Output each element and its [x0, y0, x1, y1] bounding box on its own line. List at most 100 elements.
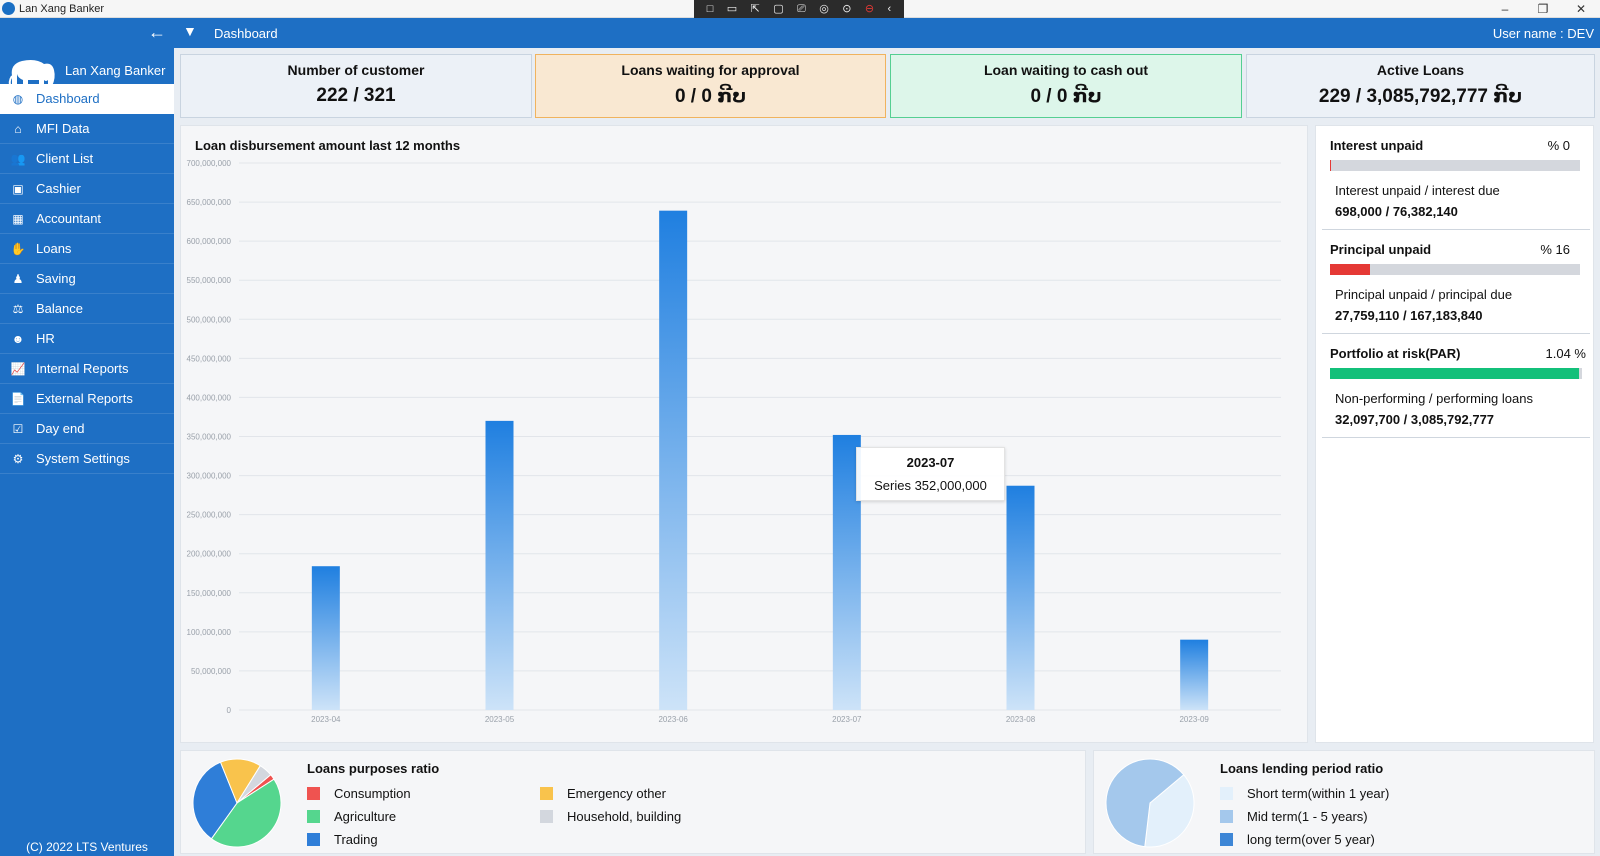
- legend-mid-term: Mid term(1 - 5 years): [1220, 809, 1368, 824]
- sidebar-item-mfi-data[interactable]: ⌂ MFI Data: [0, 114, 174, 144]
- menu-icon: ♟: [12, 271, 24, 286]
- sidebar-item-loans[interactable]: ✋ Loans: [0, 234, 174, 264]
- sidebar-item-hr[interactable]: ☻ HR: [0, 324, 174, 354]
- card-title: Number of customer: [287, 62, 425, 78]
- back-arrow-icon[interactable]: ←: [148, 22, 166, 42]
- kpi-percent: % 16: [1540, 242, 1570, 257]
- legend-label: Agriculture: [334, 809, 397, 824]
- pie-slice-trading[interactable]: [192, 761, 238, 840]
- menu-icon: ▦: [12, 211, 24, 226]
- remote-tool-icon[interactable]: ▭: [726, 3, 738, 15]
- copyright-footer: (C) 2022 LTS Ventures: [26, 840, 148, 854]
- kpi-principal-unpaid: Principal unpaid % 16 Principal unpaid /…: [1322, 230, 1590, 334]
- remote-collapse-icon[interactable]: ‹: [887, 3, 892, 15]
- kpi-subtitle: Interest unpaid / interest due: [1335, 183, 1500, 198]
- legend-label: Household, building: [567, 809, 682, 824]
- sidebar-item-saving[interactable]: ♟ Saving: [0, 264, 174, 294]
- card-value: 0 / 0 ກີບ: [674, 86, 747, 107]
- y-tick-label: 350,000,000: [187, 433, 232, 442]
- remote-tool-icon[interactable]: ⊙: [842, 3, 852, 15]
- y-tick-label: 0: [227, 706, 232, 715]
- purposes-title: Loans purposes ratio: [307, 761, 440, 776]
- sidebar-item-system-settings[interactable]: ⚙ System Settings: [0, 444, 174, 474]
- period-pie-chart: [1105, 758, 1195, 848]
- card-value: 0 / 0 ກີບ: [1030, 86, 1102, 107]
- menu-icon: ✋: [10, 241, 26, 256]
- remote-tool-icon[interactable]: □: [706, 3, 714, 15]
- chart-title: Loan disbursement amount last 12 months: [195, 138, 461, 153]
- sidebar-item-label: MFI Data: [36, 121, 90, 136]
- y-tick-label: 450,000,000: [187, 354, 232, 363]
- menu-icon: ⚖: [12, 301, 24, 316]
- purposes-pie-chart: [192, 758, 282, 848]
- window-controls: – ❐ ✕: [1486, 0, 1600, 18]
- remote-tool-icon[interactable]: ⎚: [797, 3, 806, 15]
- sidebar-item-label: HR: [36, 331, 55, 346]
- restore-button[interactable]: ❐: [1537, 2, 1549, 16]
- bar-2023-05[interactable]: [485, 420, 514, 710]
- kpi-progress-bar: [1330, 264, 1580, 275]
- remote-tool-icon[interactable]: ▢: [773, 3, 784, 15]
- legend-trading: Trading: [307, 832, 378, 847]
- pie-slice-agriculture[interactable]: [210, 778, 282, 848]
- sidebar-item-label: Accountant: [36, 211, 102, 226]
- pie-slice-short-term-within-1-year-[interactable]: [1144, 774, 1195, 848]
- sidebar-item-label: System Settings: [36, 451, 130, 466]
- brand-name: Lan Xang Banker: [65, 63, 166, 78]
- sidebar-item-external-reports[interactable]: 📄 External Reports: [0, 384, 174, 414]
- sidebar-item-client-list[interactable]: 👥 Client List: [0, 144, 174, 174]
- card-title: Loan waiting to cash out: [983, 62, 1149, 78]
- sidebar-item-label: Dashboard: [36, 91, 100, 106]
- y-tick-label: 700,000,000: [187, 159, 232, 168]
- bar-2023-09[interactable]: [1180, 639, 1209, 710]
- legend-swatch: [307, 833, 320, 846]
- y-tick-label: 100,000,000: [187, 628, 232, 637]
- remote-tool-icon[interactable]: ⇱: [750, 3, 760, 15]
- minimize-button[interactable]: –: [1501, 2, 1509, 16]
- kpi-progress-fill: [1330, 264, 1370, 275]
- sidebar-item-cashier[interactable]: ▣ Cashier: [0, 174, 174, 204]
- close-button[interactable]: ✕: [1575, 2, 1587, 16]
- sidebar-item-internal-reports[interactable]: 📈 Internal Reports: [0, 354, 174, 384]
- kpi-value: 27,759,110 / 167,183,840: [1335, 308, 1483, 323]
- period-pie-panel: Loans lending period ratio Short term(wi…: [1093, 750, 1595, 854]
- bar-2023-04[interactable]: [311, 566, 340, 710]
- menu-icon: 📈: [10, 361, 26, 376]
- sidebar-item-label: External Reports: [36, 391, 133, 406]
- app-icon: [2, 2, 15, 15]
- menu-icon: ◍: [12, 91, 24, 106]
- kpi-value: 698,000 / 76,382,140: [1335, 204, 1458, 219]
- bar-2023-08[interactable]: [1006, 485, 1035, 710]
- y-tick-label: 400,000,000: [187, 393, 232, 402]
- card-title: Active Loans: [1376, 62, 1465, 78]
- window-title: Lan Xang Banker: [19, 3, 105, 15]
- sidebar-item-dashboard[interactable]: ◍ Dashboard: [0, 84, 174, 114]
- pie-slice-mid-term-1-5-years-[interactable]: [1105, 758, 1185, 848]
- legend-label: Mid term(1 - 5 years): [1247, 809, 1368, 824]
- pie-slice-household-building[interactable]: [236, 764, 272, 804]
- bar-2023-06[interactable]: [659, 210, 688, 710]
- legend-consumption: Consumption: [307, 786, 411, 801]
- card-customers: Number of customer 222 / 321: [180, 54, 532, 118]
- kpi-progress-bar: [1330, 368, 1582, 379]
- y-tick-label: 650,000,000: [187, 198, 232, 207]
- filter-icon[interactable]: ▼: [183, 23, 197, 39]
- sidebar-item-accountant[interactable]: ▦ Accountant: [0, 204, 174, 234]
- kpi-panel: Interest unpaid % 0 Interest unpaid / in…: [1315, 125, 1594, 743]
- remote-stop-icon[interactable]: ⊖: [864, 3, 875, 15]
- x-tick-label: 2023-09: [1179, 715, 1209, 724]
- menu-icon: ▣: [12, 181, 24, 196]
- tooltip-value: Series 352,000,000: [874, 478, 987, 493]
- sidebar-item-day-end[interactable]: ☑ Day end: [0, 414, 174, 444]
- menu-icon: ⌂: [14, 121, 22, 136]
- card-title: Loans waiting for approval: [621, 62, 800, 78]
- legend-label: Consumption: [334, 786, 411, 801]
- sidebar-item-label: Balance: [36, 301, 83, 316]
- legend-label: Trading: [334, 832, 378, 847]
- sidebar-item-balance[interactable]: ⚖ Balance: [0, 294, 174, 324]
- y-tick-label: 50,000,000: [191, 667, 232, 676]
- sidebar: Lan Xang Banker ◍ Dashboard ⌂ MFI Data 👥 Clie…: [0, 48, 174, 856]
- window-titlebar: Lan Xang Banker □ ▭ ⇱ ▢ ⎚ ◎ ⊙ ⊖ ‹ – ❐ ✕: [0, 0, 1600, 18]
- menu-icon: ☑: [12, 421, 24, 436]
- remote-tool-icon[interactable]: ◎: [819, 3, 829, 15]
